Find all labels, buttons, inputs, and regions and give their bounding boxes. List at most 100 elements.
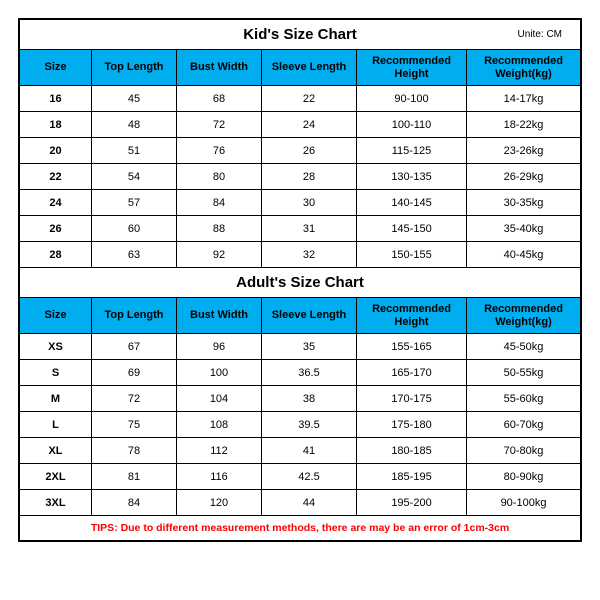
kids-cell: 145-150	[357, 216, 467, 241]
kids-col-sleeve-length: Sleeve Length	[262, 50, 357, 85]
kids-cell: 22	[20, 164, 92, 189]
adults-cell: 155-165	[357, 334, 467, 359]
adults-cell: 35	[262, 334, 357, 359]
adults-cell: 39.5	[262, 412, 357, 437]
adults-cell: 104	[177, 386, 262, 411]
adults-row: XL7811241180-18570-80kg	[20, 438, 580, 464]
adults-table-body: XS679635155-16545-50kgS6910036.5165-1705…	[20, 334, 580, 516]
kids-title: Kid's Size Chart	[243, 26, 357, 43]
adults-row: XS679635155-16545-50kg	[20, 334, 580, 360]
kids-cell: 28	[262, 164, 357, 189]
adults-cell: 96	[177, 334, 262, 359]
kids-cell: 72	[177, 112, 262, 137]
kids-cell: 57	[92, 190, 177, 215]
kids-cell: 28	[20, 242, 92, 267]
kids-cell: 54	[92, 164, 177, 189]
kids-cell: 51	[92, 138, 177, 163]
kids-cell: 45	[92, 86, 177, 111]
kids-cell: 92	[177, 242, 262, 267]
adults-col-sleeve-length: Sleeve Length	[262, 298, 357, 333]
adults-cell: 50-55kg	[467, 360, 580, 385]
kids-cell: 80	[177, 164, 262, 189]
size-chart-container: Kid's Size Chart Unite: CM Size Top Leng…	[18, 18, 582, 542]
adults-row: L7510839.5175-18060-70kg	[20, 412, 580, 438]
adults-cell: 38	[262, 386, 357, 411]
adults-cell: 81	[92, 464, 177, 489]
adults-cell: 170-175	[357, 386, 467, 411]
kids-row: 1645682290-10014-17kg	[20, 86, 580, 112]
adults-cell: 69	[92, 360, 177, 385]
kids-cell: 150-155	[357, 242, 467, 267]
kids-cell: 23-26kg	[467, 138, 580, 163]
adults-cell: 60-70kg	[467, 412, 580, 437]
tips-row: TIPS: Due to different measurement metho…	[20, 516, 580, 540]
kids-cell: 76	[177, 138, 262, 163]
kids-cell: 14-17kg	[467, 86, 580, 111]
kids-row: 20517626115-12523-26kg	[20, 138, 580, 164]
kids-cell: 100-110	[357, 112, 467, 137]
kids-cell: 40-45kg	[467, 242, 580, 267]
kids-cell: 24	[262, 112, 357, 137]
kids-cell: 63	[92, 242, 177, 267]
adults-cell: XL	[20, 438, 92, 463]
adults-cell: 84	[92, 490, 177, 515]
kids-cell: 16	[20, 86, 92, 111]
kids-cell: 84	[177, 190, 262, 215]
kids-cell: 26	[20, 216, 92, 241]
adults-cell: 67	[92, 334, 177, 359]
kids-cell: 24	[20, 190, 92, 215]
kids-cell: 130-135	[357, 164, 467, 189]
adults-cell: 116	[177, 464, 262, 489]
adults-cell: 36.5	[262, 360, 357, 385]
adults-cell: XS	[20, 334, 92, 359]
kids-cell: 90-100	[357, 86, 467, 111]
kids-cell: 30	[262, 190, 357, 215]
adults-cell: 100	[177, 360, 262, 385]
adults-cell: S	[20, 360, 92, 385]
kids-title-row: Kid's Size Chart Unite: CM	[20, 20, 580, 50]
kids-cell: 26	[262, 138, 357, 163]
kids-row: 26608831145-15035-40kg	[20, 216, 580, 242]
adults-cell: 72	[92, 386, 177, 411]
kids-col-size: Size	[20, 50, 92, 85]
adults-col-bust-width: Bust Width	[177, 298, 262, 333]
adults-header-row: Size Top Length Bust Width Sleeve Length…	[20, 298, 580, 334]
adults-cell: 180-185	[357, 438, 467, 463]
kids-cell: 18-22kg	[467, 112, 580, 137]
adults-row: 3XL8412044195-20090-100kg	[20, 490, 580, 516]
kids-cell: 32	[262, 242, 357, 267]
adults-cell: 120	[177, 490, 262, 515]
kids-table-body: 1645682290-10014-17kg18487224100-11018-2…	[20, 86, 580, 268]
adults-row: M7210438170-17555-60kg	[20, 386, 580, 412]
kids-cell: 20	[20, 138, 92, 163]
adults-cell: 165-170	[357, 360, 467, 385]
adults-cell: L	[20, 412, 92, 437]
kids-row: 18487224100-11018-22kg	[20, 112, 580, 138]
kids-cell: 60	[92, 216, 177, 241]
adults-cell: 55-60kg	[467, 386, 580, 411]
kids-header-row: Size Top Length Bust Width Sleeve Length…	[20, 50, 580, 86]
kids-row: 28639232150-15540-45kg	[20, 242, 580, 268]
adults-cell: 185-195	[357, 464, 467, 489]
adults-cell: 75	[92, 412, 177, 437]
adults-cell: 41	[262, 438, 357, 463]
adults-cell: 78	[92, 438, 177, 463]
adults-cell: 195-200	[357, 490, 467, 515]
adults-cell: 45-50kg	[467, 334, 580, 359]
kids-cell: 22	[262, 86, 357, 111]
kids-col-rec-height: Recommended Height	[357, 50, 467, 85]
adults-cell: 175-180	[357, 412, 467, 437]
kids-cell: 31	[262, 216, 357, 241]
kids-cell: 35-40kg	[467, 216, 580, 241]
kids-col-rec-weight: Recommended Weight(kg)	[467, 50, 580, 85]
adults-cell: 108	[177, 412, 262, 437]
adults-col-rec-weight: Recommended Weight(kg)	[467, 298, 580, 333]
adults-cell: 112	[177, 438, 262, 463]
adults-cell: 2XL	[20, 464, 92, 489]
kids-cell: 68	[177, 86, 262, 111]
adults-row: 2XL8111642.5185-19580-90kg	[20, 464, 580, 490]
adults-col-size: Size	[20, 298, 92, 333]
kids-row: 24578430140-14530-35kg	[20, 190, 580, 216]
kids-cell: 88	[177, 216, 262, 241]
kids-cell: 48	[92, 112, 177, 137]
